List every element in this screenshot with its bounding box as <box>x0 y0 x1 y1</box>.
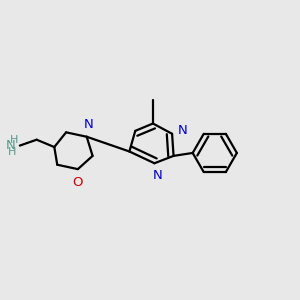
Text: O: O <box>73 176 83 189</box>
Text: H: H <box>10 135 18 145</box>
Text: N: N <box>152 169 162 182</box>
Text: N: N <box>83 118 93 131</box>
Text: H: H <box>8 147 16 157</box>
Text: N: N <box>177 124 187 137</box>
Text: N: N <box>6 139 15 152</box>
